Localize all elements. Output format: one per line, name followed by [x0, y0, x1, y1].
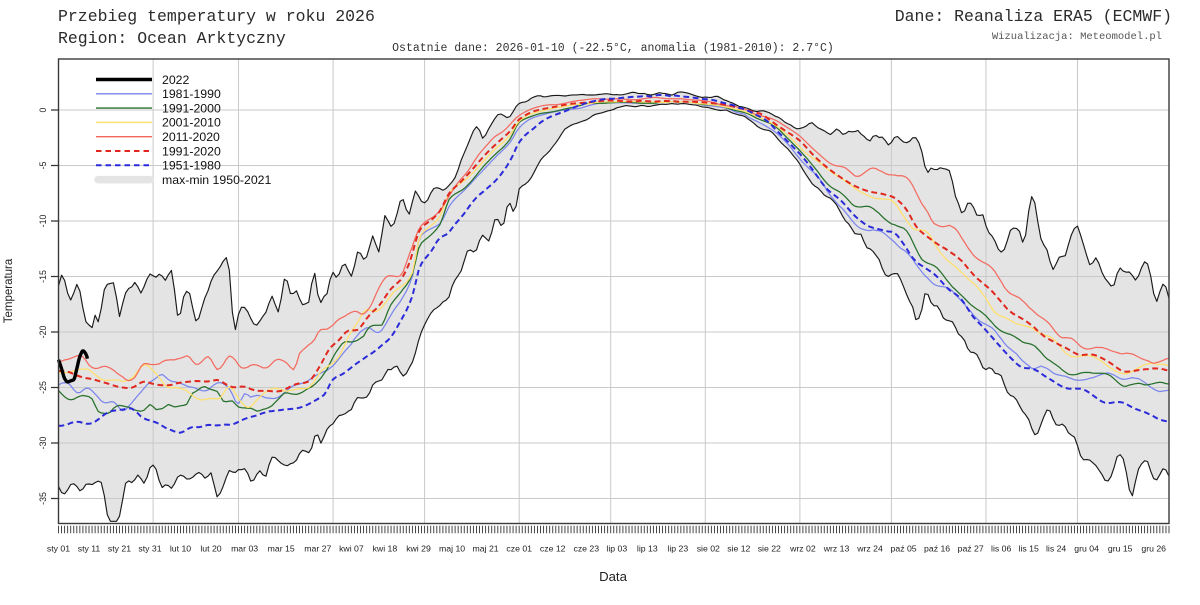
svg-text:1951-1980: 1951-1980: [162, 159, 221, 173]
svg-text:gru 04: gru 04: [1074, 544, 1099, 554]
svg-text:lis 24: lis 24: [1046, 544, 1066, 554]
svg-text:maj 10: maj 10: [439, 544, 465, 554]
svg-text:paź 05: paź 05: [891, 544, 917, 554]
svg-text:sty 31: sty 31: [138, 544, 161, 554]
svg-text:mar 15: mar 15: [268, 544, 295, 554]
svg-text:2022: 2022: [162, 73, 190, 87]
svg-text:paź 27: paź 27: [958, 544, 984, 554]
svg-text:kwi 29: kwi 29: [406, 544, 431, 554]
svg-text:paź 16: paź 16: [924, 544, 950, 554]
svg-text:kwi 07: kwi 07: [339, 544, 364, 554]
svg-text:max-min 1950-2021: max-min 1950-2021: [162, 173, 272, 187]
svg-text:-5: -5: [38, 161, 48, 169]
svg-text:Region: Ocean Arktyczny: Region: Ocean Arktyczny: [58, 29, 286, 48]
svg-text:Wizualizacja: Meteomodel.pl: Wizualizacja: Meteomodel.pl: [992, 31, 1162, 43]
svg-text:wrz 02: wrz 02: [789, 544, 816, 554]
svg-text:2001-2010: 2001-2010: [162, 116, 221, 130]
svg-text:Data: Data: [599, 569, 628, 584]
svg-text:lip 03: lip 03: [606, 544, 627, 554]
svg-text:sie 02: sie 02: [697, 544, 720, 554]
svg-text:lut 10: lut 10: [170, 544, 191, 554]
svg-text:lis 15: lis 15: [1019, 544, 1039, 554]
svg-text:-25: -25: [38, 381, 48, 394]
svg-text:lut 20: lut 20: [200, 544, 221, 554]
svg-text:sty 01: sty 01: [47, 544, 70, 554]
svg-text:gru 15: gru 15: [1108, 544, 1133, 554]
svg-text:wrz 24: wrz 24: [856, 544, 883, 554]
svg-text:cze 01: cze 01: [506, 544, 532, 554]
svg-text:cze 23: cze 23: [573, 544, 599, 554]
svg-text:mar 03: mar 03: [231, 544, 258, 554]
svg-text:lip 23: lip 23: [667, 544, 688, 554]
svg-text:-20: -20: [38, 326, 48, 339]
svg-text:gru 26: gru 26: [1141, 544, 1166, 554]
svg-text:0: 0: [38, 107, 48, 112]
svg-text:-35: -35: [38, 492, 48, 505]
svg-text:sty 11: sty 11: [78, 544, 101, 554]
svg-text:1981-1990: 1981-1990: [162, 87, 221, 101]
svg-text:1991-2020: 1991-2020: [162, 144, 221, 158]
svg-text:Przebieg temperatury w roku 20: Przebieg temperatury w roku 2026: [58, 7, 375, 26]
svg-text:Temperatura: Temperatura: [3, 258, 15, 323]
svg-text:Dane: Reanaliza ERA5 (ECMWF): Dane: Reanaliza ERA5 (ECMWF): [895, 7, 1172, 26]
svg-text:-15: -15: [38, 270, 48, 283]
svg-text:maj 21: maj 21: [473, 544, 499, 554]
svg-text:lis 06: lis 06: [991, 544, 1011, 554]
svg-text:sie 22: sie 22: [758, 544, 781, 554]
svg-text:lip 13: lip 13: [637, 544, 658, 554]
svg-text:mar 27: mar 27: [304, 544, 331, 554]
svg-text:sie 12: sie 12: [727, 544, 750, 554]
svg-text:2011-2020: 2011-2020: [162, 130, 220, 144]
svg-text:sty 21: sty 21: [108, 544, 131, 554]
svg-text:kwi 18: kwi 18: [373, 544, 398, 554]
svg-text:cze 12: cze 12: [540, 544, 566, 554]
svg-text:-10: -10: [38, 215, 48, 228]
svg-text:1991-2000: 1991-2000: [162, 101, 221, 115]
svg-text:Ostatnie dane: 2026-01-10 (-22: Ostatnie dane: 2026-01-10 (-22.5°C, anom…: [392, 42, 834, 55]
svg-text:-30: -30: [38, 437, 48, 450]
svg-text:wrz 13: wrz 13: [823, 544, 850, 554]
